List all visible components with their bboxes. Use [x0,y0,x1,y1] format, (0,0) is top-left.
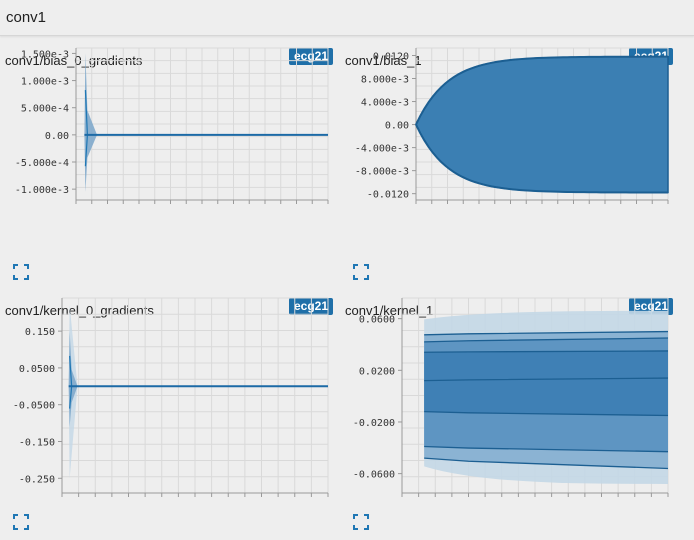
chart-card: conv1/bias_0_gradients ecg21 1.500e-3 1.0… [0,40,340,290]
distribution-chart: 1.500e-3 1.000e-3 5.000e-4 0.00 -5.000e-4 -1.… [15,47,329,204]
quantile-line [424,457,669,470]
series [415,55,669,194]
series [84,53,328,192]
y-tick-label: -5.000e-4 [15,158,69,169]
y-tick-label: -0.0600 [353,470,395,481]
y-tick-label: -8.000e-3 [355,167,409,178]
y-tick-label: -0.250 [19,474,55,485]
card-title: conv1/bias_1 [345,53,422,68]
expand-icon[interactable] [13,264,29,280]
section-header[interactable]: conv1 [0,0,694,36]
distribution-chart: 0.0120 8.000e-3 4.000e-3 0.00 -4.000e-3 -8.00… [355,47,669,204]
chart-card: conv1/bias_1 ecg21 0.01208.000e-34.000e-… [340,40,680,290]
y-tick-label: -4.000e-3 [355,144,409,155]
y-tick-label: -0.0500 [13,401,55,412]
quantile-line [424,377,669,382]
grid [61,297,329,494]
chart-card: conv1/kernel_0_gradients ecg21 0.1500.05… [0,290,340,540]
series [68,305,328,479]
spike-band [68,331,78,427]
y-tick-label: 1.000e-3 [21,77,69,88]
quantile-line [424,330,669,336]
y-tick-label: -1.000e-3 [15,185,69,196]
y-tick-label: 0.150 [25,327,55,338]
band-lower [415,124,669,194]
series [424,310,669,484]
y-tick-label: 1.500e-3 [21,49,69,60]
y-tick-label: 0.00 [385,121,409,132]
expand-icon[interactable] [353,514,369,530]
run-badge: ecg21 [288,48,333,65]
y-tick-label: -0.150 [19,437,55,448]
y-tick-label: 4.000e-3 [361,98,409,109]
y-tick-label: 0.0200 [359,366,395,377]
y-tick-label: -0.0120 [367,190,409,201]
y-tick-label: 0.00 [45,131,69,142]
quantile-band [424,350,668,416]
grid [75,47,329,201]
y-tick-label: 5.000e-4 [21,104,69,115]
distribution-chart: 0.0600 0.0200 -0.0200 -0.0600 [353,297,669,497]
y-tick-label: 8.000e-3 [361,75,409,86]
y-tick-label: 0.0120 [373,51,409,62]
quantile-line [424,337,669,343]
expand-icon[interactable] [353,264,369,280]
y-tick-label: 0.0500 [19,364,55,375]
band-upper [415,55,669,126]
distribution-chart: 0.150 0.0500 -0.0500 -0.150 -0.250 [13,297,329,497]
section-title: conv1 [6,9,47,26]
quantile-line [424,445,669,453]
y-tick-label: 0.0600 [359,315,395,326]
quantile-line [424,350,669,353]
quantile-line [424,410,669,417]
expand-icon[interactable] [13,514,29,530]
chart-card: conv1/kernel_1 ecg21 0.06000.0200-0.0200… [340,290,680,540]
spike-band [84,53,97,192]
y-tick-label: -0.0200 [353,418,395,429]
card-title: conv1/kernel_0_gradients [5,303,154,318]
